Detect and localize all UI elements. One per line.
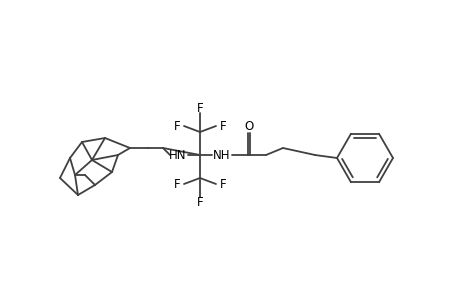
- Text: NH: NH: [213, 148, 230, 161]
- Text: F: F: [174, 178, 180, 190]
- Text: F: F: [174, 119, 180, 133]
- Text: F: F: [196, 196, 203, 208]
- Text: HN: HN: [169, 148, 186, 161]
- Text: O: O: [244, 119, 253, 133]
- Text: F: F: [219, 178, 226, 190]
- Text: F: F: [196, 101, 203, 115]
- Text: F: F: [219, 119, 226, 133]
